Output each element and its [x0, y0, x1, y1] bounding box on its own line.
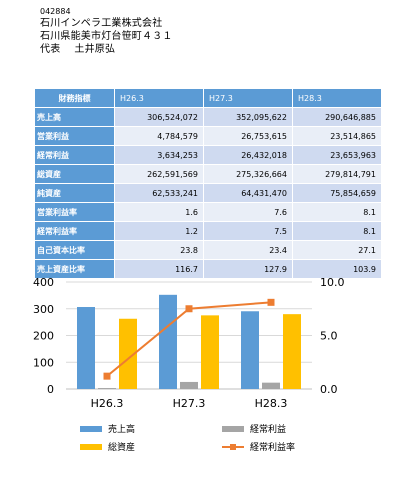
table-row: 営業利益 4,784,579 26,753,615 23,514,865 [34, 126, 382, 146]
bar-2 [283, 314, 301, 389]
cell: 275,326,664 [203, 164, 293, 184]
right-axis-tick-label: 10.0 [320, 276, 345, 289]
bar-2 [201, 315, 219, 389]
series-point [185, 305, 193, 313]
table-header-row: 財務指標 H26.3 H27.3 H28.3 [34, 88, 382, 108]
bar-0 [77, 307, 95, 389]
x-axis-tick-label: H28.3 [255, 397, 288, 410]
legend-swatch-total-assets [80, 443, 102, 450]
company-name: 石川インペラ工業株式会社 [40, 18, 163, 29]
cell: 8.1 [292, 202, 382, 222]
bar-2 [119, 318, 137, 389]
bar-1 [98, 388, 116, 389]
cell: 279,814,791 [292, 164, 382, 184]
bar-0 [159, 294, 177, 389]
x-axis-tick-label: H27.3 [173, 397, 206, 410]
cell: 306,524,072 [114, 107, 204, 127]
row-label: 総資産 [34, 164, 115, 184]
x-axis-tick-label: H26.3 [91, 397, 124, 410]
left-axis-tick-label: 0 [47, 383, 54, 396]
chart-legend: 売上高 経常利益 総資産 経常利益率 [80, 418, 380, 458]
cell: 116.7 [114, 259, 204, 279]
cell: 1.2 [114, 221, 204, 241]
combo-chart: 0 100 200 300 400 0.0 5.0 10.0 H26.3 H27.3 H28.3 [33, 276, 345, 410]
series-point [103, 372, 111, 380]
rep-name: 土井原弘 [74, 44, 116, 55]
cell: 75,854,659 [292, 183, 382, 203]
cell: 262,591,569 [114, 164, 204, 184]
row-label: 売上資産比率 [34, 259, 115, 279]
cell: 62,533,241 [114, 183, 204, 203]
header-label: 財務指標 [34, 88, 115, 108]
table-row: 営業利益率 1.6 7.6 8.1 [34, 202, 382, 222]
cell: 23.8 [114, 240, 204, 260]
legend-item: 総資産 [80, 440, 135, 453]
cell: 4,784,579 [114, 126, 204, 146]
table-row: 経常利益 3,634,253 26,432,018 23,653,963 [34, 145, 382, 165]
header-year: H26.3 [114, 88, 204, 108]
cell: 26,432,018 [203, 145, 293, 165]
legend-label: 総資産 [108, 443, 136, 453]
cell: 23,514,865 [292, 126, 382, 146]
cell: 7.6 [203, 202, 293, 222]
company-header: 042884 石川インペラ工業株式会社 石川県能美市灯台笹町４３１ 代表 土井原弘 [40, 7, 400, 56]
cell: 7.5 [203, 221, 293, 241]
bar-1 [180, 381, 198, 389]
cell: 103.9 [292, 259, 382, 279]
cell: 8.1 [292, 221, 382, 241]
cell: 26,753,615 [203, 126, 293, 146]
table-row: 自己資本比率 23.8 23.4 27.1 [34, 240, 382, 260]
table-row: 純資産 62,533,241 64,431,470 75,854,659 [34, 183, 382, 203]
legend-label: 売上高 [108, 425, 136, 435]
series-point [267, 298, 275, 306]
row-label: 営業利益 [34, 126, 115, 146]
bar-0 [241, 311, 259, 389]
cell: 1.6 [114, 202, 204, 222]
right-axis-tick-label: 0.0 [320, 383, 338, 396]
left-axis-tick-label: 300 [33, 303, 54, 316]
cell: 290,646,885 [292, 107, 382, 127]
left-axis-tick-label: 400 [33, 276, 54, 289]
representative: 代表 土井原弘 [40, 43, 400, 56]
table-row: 総資産 262,591,569 275,326,664 279,814,791 [34, 164, 382, 184]
bar-1 [262, 382, 280, 389]
legend-swatch-ordinary-profit [222, 425, 244, 432]
company-code: 042884 [40, 7, 71, 16]
table-row: 売上高 306,524,072 352,095,622 290,646,885 [34, 107, 382, 127]
legend-item: 経常利益率 [222, 440, 295, 453]
legend-label: 経常利益 [250, 425, 287, 435]
left-axis-tick-label: 100 [33, 356, 54, 369]
cell: 23,653,963 [292, 145, 382, 165]
table-row: 経常利益率 1.2 7.5 8.1 [34, 221, 382, 241]
rep-title: 代表 [40, 44, 61, 55]
row-label: 営業利益率 [34, 202, 115, 222]
legend-item: 経常利益 [222, 422, 286, 435]
legend-label: 経常利益率 [250, 443, 296, 453]
row-label: 自己資本比率 [34, 240, 115, 260]
right-axis-tick-label: 5.0 [320, 330, 338, 343]
header-year: H28.3 [292, 88, 382, 108]
row-label: 売上高 [34, 107, 115, 127]
company-address: 石川県能美市灯台笹町４３１ [40, 31, 173, 42]
cell: 64,431,470 [203, 183, 293, 203]
cell: 23.4 [203, 240, 293, 260]
table-row: 売上資産比率 116.7 127.9 103.9 [34, 259, 382, 279]
left-axis-tick-label: 200 [33, 330, 54, 343]
cell: 3,634,253 [114, 145, 204, 165]
cell: 352,095,622 [203, 107, 293, 127]
cell: 127.9 [203, 259, 293, 279]
legend-swatch-sales [80, 425, 102, 432]
financial-table: 財務指標 H26.3 H27.3 H28.3 売上高 306,524,072 3… [34, 88, 382, 279]
header-year: H27.3 [203, 88, 293, 108]
row-label: 経常利益 [34, 145, 115, 165]
row-label: 純資産 [34, 183, 115, 203]
row-label: 経常利益率 [34, 221, 115, 241]
legend-swatch-profit-rate [222, 443, 244, 450]
legend-item: 売上高 [80, 422, 135, 435]
cell: 27.1 [292, 240, 382, 260]
